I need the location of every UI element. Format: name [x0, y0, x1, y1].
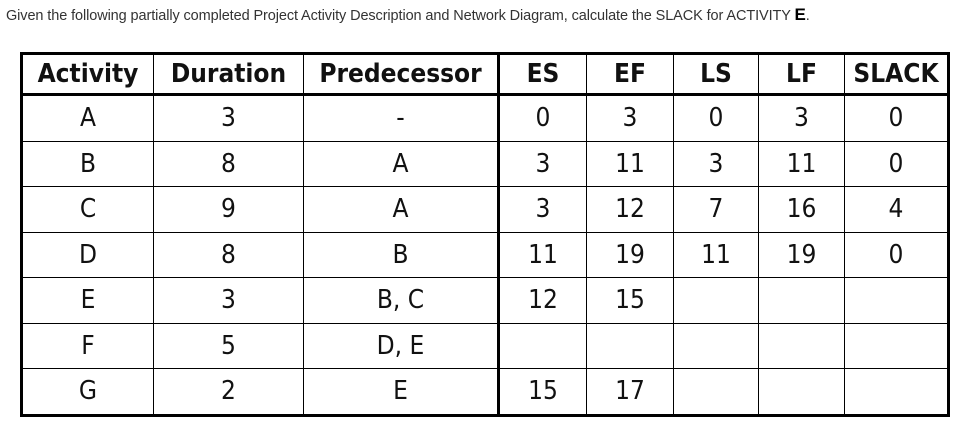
table-cell: 0	[844, 231, 949, 278]
table-cell: F	[21, 322, 154, 369]
table-cell: 8	[153, 231, 304, 278]
table-cell: 11	[586, 140, 674, 187]
table-cell: 12	[497, 277, 587, 324]
column-header: EF	[586, 53, 674, 96]
table-cell: 0	[844, 140, 949, 187]
table-cell: 0	[673, 94, 759, 142]
question-text: Given the following partially completed …	[6, 5, 810, 24]
table-cell	[844, 368, 949, 416]
column-header: Duration	[153, 53, 304, 96]
table-cell: -	[303, 94, 499, 142]
table-cell: 15	[586, 277, 674, 324]
column-header: ES	[497, 53, 587, 96]
table-cell	[844, 277, 949, 324]
table-cell	[673, 368, 759, 416]
table-cell: 3	[497, 186, 587, 233]
table-cell: E	[303, 368, 499, 416]
table-cell: 0	[844, 94, 949, 142]
table-cell: 3	[153, 94, 304, 142]
table-cell	[673, 277, 759, 324]
table-cell: 12	[586, 186, 674, 233]
table-cell: 4	[844, 186, 949, 233]
table-cell: 19	[758, 231, 845, 278]
table-cell	[758, 368, 845, 416]
table-row: D 8 B 11 19 11 19 0	[21, 231, 949, 278]
column-header: Activity	[21, 53, 154, 96]
table-cell: 19	[586, 231, 674, 278]
table-cell: G	[21, 368, 154, 416]
column-header: LS	[673, 53, 759, 96]
table-cell	[758, 277, 845, 324]
table-cell: 3	[673, 140, 759, 187]
table-row: B 8 A 3 11 3 11 0	[21, 140, 949, 187]
table-cell: C	[21, 186, 154, 233]
table-cell: D, E	[303, 322, 499, 369]
table-row: G 2 E 15 17	[21, 368, 949, 416]
table-cell: B	[21, 140, 154, 187]
table-cell: 5	[153, 322, 304, 369]
table-cell	[497, 322, 587, 369]
table-cell: 3	[497, 140, 587, 187]
table-cell: 3	[153, 277, 304, 324]
table-row: F 5 D, E	[21, 322, 949, 369]
column-header: Predecessor	[303, 53, 499, 96]
table-cell: 7	[673, 186, 759, 233]
question-activity: E	[794, 5, 806, 24]
table-cell: 17	[586, 368, 674, 416]
table-cell: A	[303, 186, 499, 233]
column-header: LF	[758, 53, 845, 96]
column-header: SLACK	[844, 53, 949, 96]
table-cell: 11	[758, 140, 845, 187]
table-cell: 0	[497, 94, 587, 142]
table-cell	[673, 322, 759, 369]
table-cell: B	[303, 231, 499, 278]
table-cell: 3	[586, 94, 674, 142]
table-cell: E	[21, 277, 154, 324]
table-row: E 3 B, C 12 15	[21, 277, 949, 324]
table-cell: 15	[497, 368, 587, 416]
header-row: Activity Duration Predecessor ES EF LS LF SLACK	[21, 53, 949, 96]
table-cell: 16	[758, 186, 845, 233]
table-cell: 11	[673, 231, 759, 278]
table-cell: D	[21, 231, 154, 278]
table-cell: 3	[758, 94, 845, 142]
table-cell	[844, 322, 949, 369]
table-cell: A	[303, 140, 499, 187]
table-cell: 8	[153, 140, 304, 187]
table-cell	[758, 322, 845, 369]
table-cell: 9	[153, 186, 304, 233]
table-cell	[586, 322, 674, 369]
activity-table: Activity Duration Predecessor ES EF LS LF SLACK…	[20, 52, 950, 417]
table-cell: A	[21, 94, 154, 142]
table-row: C 9 A 3 12 7 16 4	[21, 186, 949, 233]
table-cell: 2	[153, 368, 304, 416]
table-cell: B, C	[303, 277, 499, 324]
table-cell: 11	[497, 231, 587, 278]
